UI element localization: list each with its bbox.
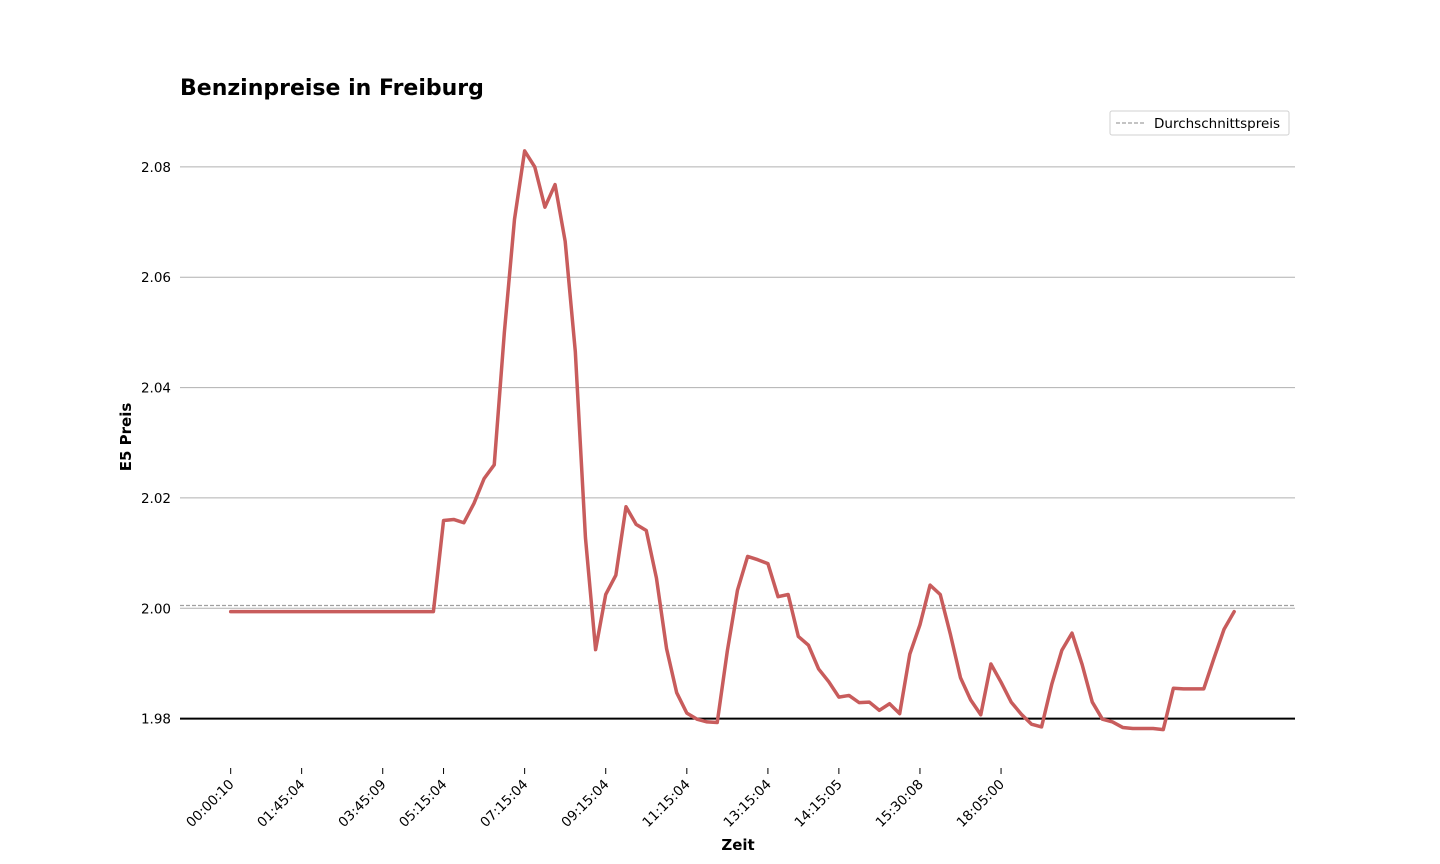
y-tick-label: 2.08 bbox=[141, 160, 171, 176]
y-tick-label: 2.06 bbox=[141, 270, 171, 286]
legend-box bbox=[1109, 110, 1290, 136]
x-tick-label: 14:15:05 bbox=[791, 777, 845, 831]
series-line bbox=[228, 149, 1236, 732]
x-tick-label: 15:30:08 bbox=[873, 777, 927, 831]
x-tick-label: 03:45:09 bbox=[335, 777, 389, 831]
legend: Durchschnittspreis bbox=[1109, 110, 1290, 136]
x-ticks: 00:00:10 01:45:04 03:45:09 05:15:04 07:15:04… bbox=[183, 768, 1008, 831]
y-axis-label: E5 Preis bbox=[117, 403, 135, 472]
x-tick-label: 11:15:04 bbox=[639, 777, 693, 831]
x-tick-label: 01:45:04 bbox=[254, 777, 308, 831]
x-tick-label: 13:15:04 bbox=[721, 777, 775, 831]
y-gridlines bbox=[180, 166, 1295, 720]
x-axis-label: Zeit bbox=[721, 836, 754, 854]
x-tick-label: 00:00:10 bbox=[183, 777, 237, 831]
y-tick-label: 2.04 bbox=[141, 381, 171, 397]
y-tick-label: 2.02 bbox=[141, 491, 171, 507]
legend-label-average: Durchschnittspreis bbox=[1154, 116, 1280, 132]
x-tick-label: 07:15:04 bbox=[477, 777, 531, 831]
y-tick-labels: 1.98 2.00 2.02 2.04 2.06 2.08 bbox=[141, 160, 171, 728]
chart-title: Benzinpreise in Freiburg bbox=[180, 76, 484, 101]
y-tick-label: 1.98 bbox=[141, 712, 171, 728]
x-tick-label: 09:15:04 bbox=[558, 777, 612, 831]
y-tick-label: 2.00 bbox=[141, 601, 171, 617]
x-tick-label: 05:15:04 bbox=[396, 777, 450, 831]
series-lines bbox=[228, 149, 1236, 732]
x-tick-label: 18:05:00 bbox=[954, 777, 1008, 831]
